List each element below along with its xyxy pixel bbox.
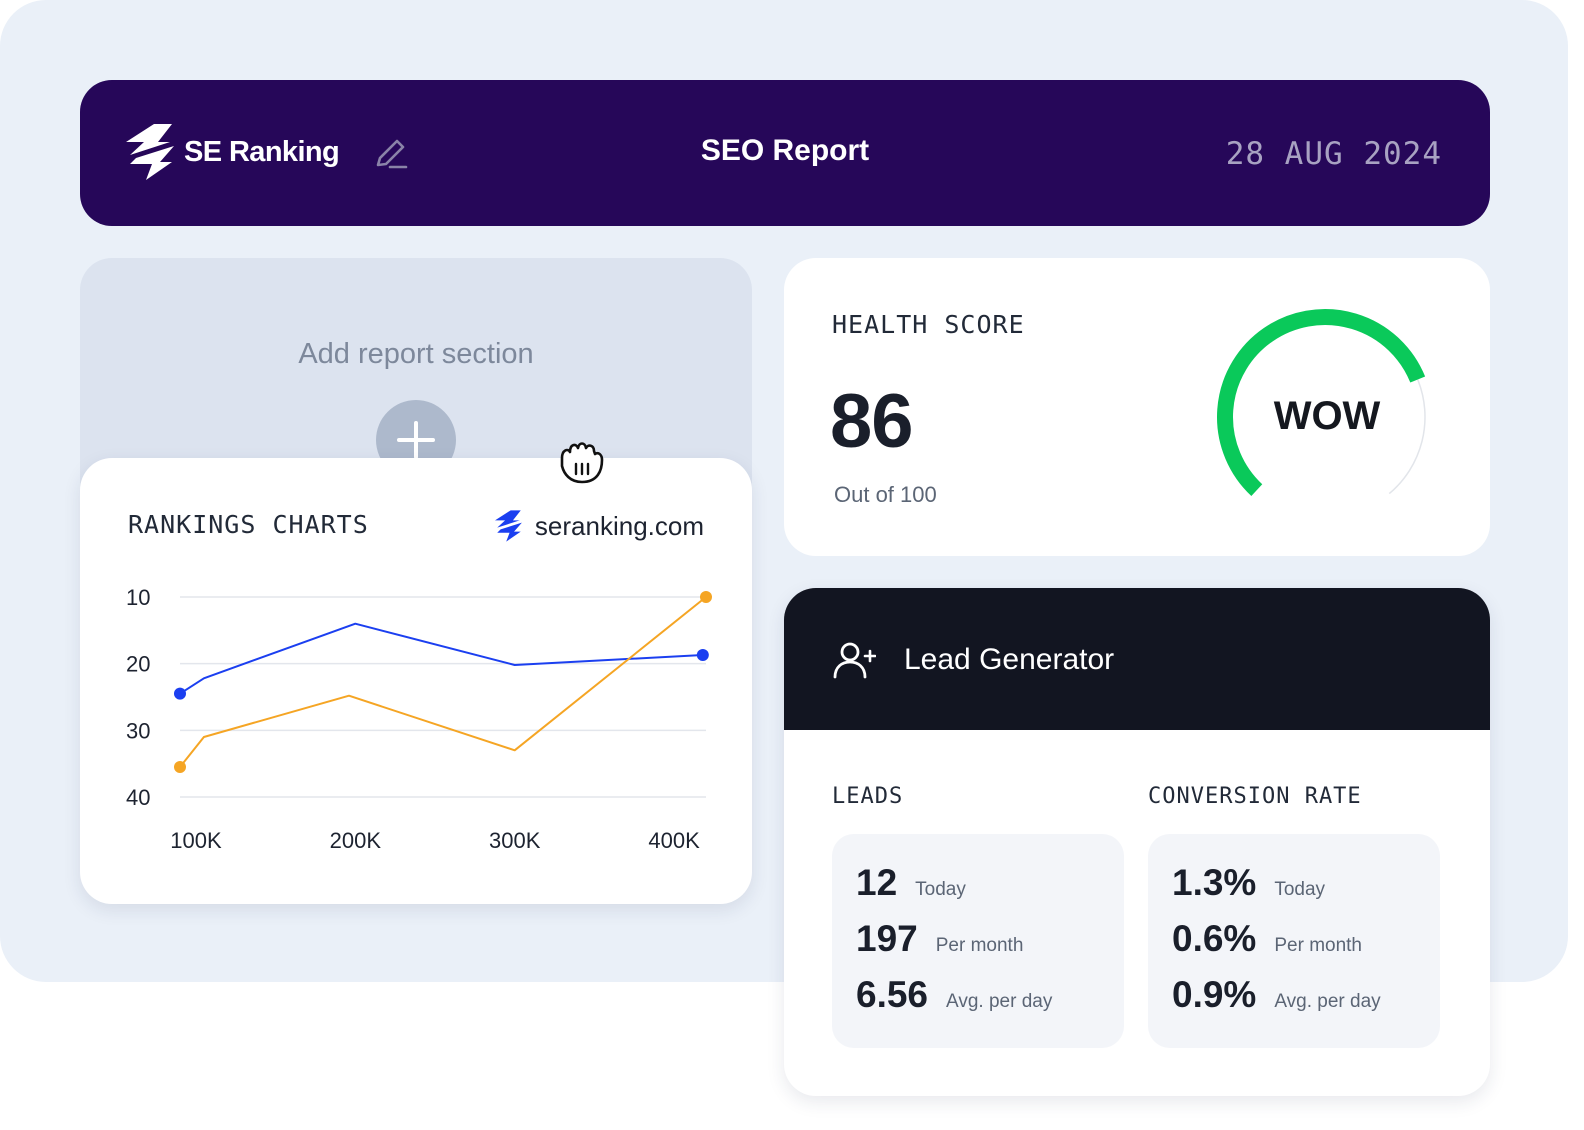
stat-caption: Per month [1274,935,1362,956]
series-point-2 [174,761,186,773]
health-score-card: HEALTH SCORE 86 Out of 100 WOW [784,258,1490,556]
plus-icon [397,421,435,459]
y-tick-label: 10 [126,585,150,610]
health-score-title: HEALTH SCORE [832,310,1025,339]
gauge-track [1388,379,1426,495]
report-date: 28 AUG 2024 [1225,136,1442,172]
add-user-icon [833,642,876,679]
stat-row: 0.9% Avg. per day [1172,974,1381,1016]
series-point-1 [696,649,709,661]
stat-caption: Today [1274,879,1326,900]
stat-value: 1.3% [1172,862,1257,903]
brand-name: SE Ranking [184,135,340,168]
gauge-fill [1217,309,1426,496]
series-line-1 [179,622,703,695]
stat-value: 197 [856,918,918,959]
stat-value: 6.56 [856,974,929,1015]
leads-label: LEADS [832,784,904,809]
brand-logo: SE Ranking [126,124,340,180]
conversion-rate-label: CONVERSION RATE [1148,784,1362,809]
leads-stats: 12 Today 197 Per month 6.56 Avg. per day [832,834,1124,1048]
page-title: SEO Report [700,134,870,167]
stat-caption: Avg. per day [1274,991,1381,1012]
rankings-line-chart: 10 20 30 40 100K 200K 300K 400K [126,585,712,853]
stat-caption: Today [915,879,966,900]
rankings-title: RANKINGS CHARTS [128,510,369,539]
stat-caption: Per month [935,935,1024,956]
x-tick-label: 200K [330,828,382,853]
health-score-value: 86 [830,379,914,464]
series-point-1 [174,687,186,700]
stat-row: 6.56 Avg. per day [856,974,1052,1016]
site-domain: seranking.com [534,510,704,541]
health-gauge [1217,309,1426,496]
grab-hand-icon [560,442,604,484]
report-header: SE Ranking SEO Report 28 AUG 2024 [80,80,1490,226]
pencil-icon[interactable] [370,134,410,174]
stat-row: 197 Per month [856,918,1023,960]
conversion-stats: 1.3% Today 0.6% Per month 0.9% Avg. per … [1148,834,1440,1048]
se-ranking-bolt-icon [494,510,522,542]
stat-row: 12 Today [856,862,966,904]
rankings-site: seranking.com [494,510,704,542]
health-badge: WOW [1273,394,1381,438]
lead-generator-title: Lead Generator [904,643,1115,676]
x-tick-label: 100K [170,828,222,853]
stat-value: 0.9% [1172,974,1257,1015]
x-tick-label: 400K [648,828,700,853]
y-tick-label: 20 [126,652,150,677]
stat-value: 12 [856,862,898,903]
x-tick-label: 300K [489,828,541,853]
health-score-subtitle: Out of 100 [834,482,937,507]
y-tick-label: 40 [126,785,150,810]
lead-generator-card: Lead Generator LEADS CONVERSION RATE 12 … [784,588,1490,1096]
lead-generator-header: Lead Generator [784,588,1490,730]
series-point-2 [700,591,712,603]
add-section-label: Add report section [298,338,534,370]
stat-row: 1.3% Today [1172,862,1325,904]
series-line-2 [179,596,707,768]
stat-row: 0.6% Per month [1172,918,1362,960]
stat-value: 0.6% [1172,918,1257,959]
stat-caption: Avg. per day [946,991,1053,1012]
se-ranking-bolt-icon [126,124,174,180]
rankings-chart-card[interactable]: 10 20 30 40 100K 200K 300K 400K RANKINGS CHARTS… [80,458,752,904]
y-tick-label: 30 [126,718,150,743]
